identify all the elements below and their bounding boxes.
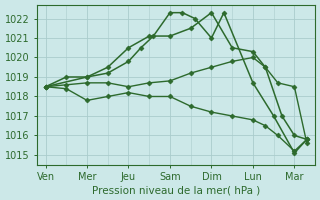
- X-axis label: Pression niveau de la mer( hPa ): Pression niveau de la mer( hPa ): [92, 185, 260, 195]
